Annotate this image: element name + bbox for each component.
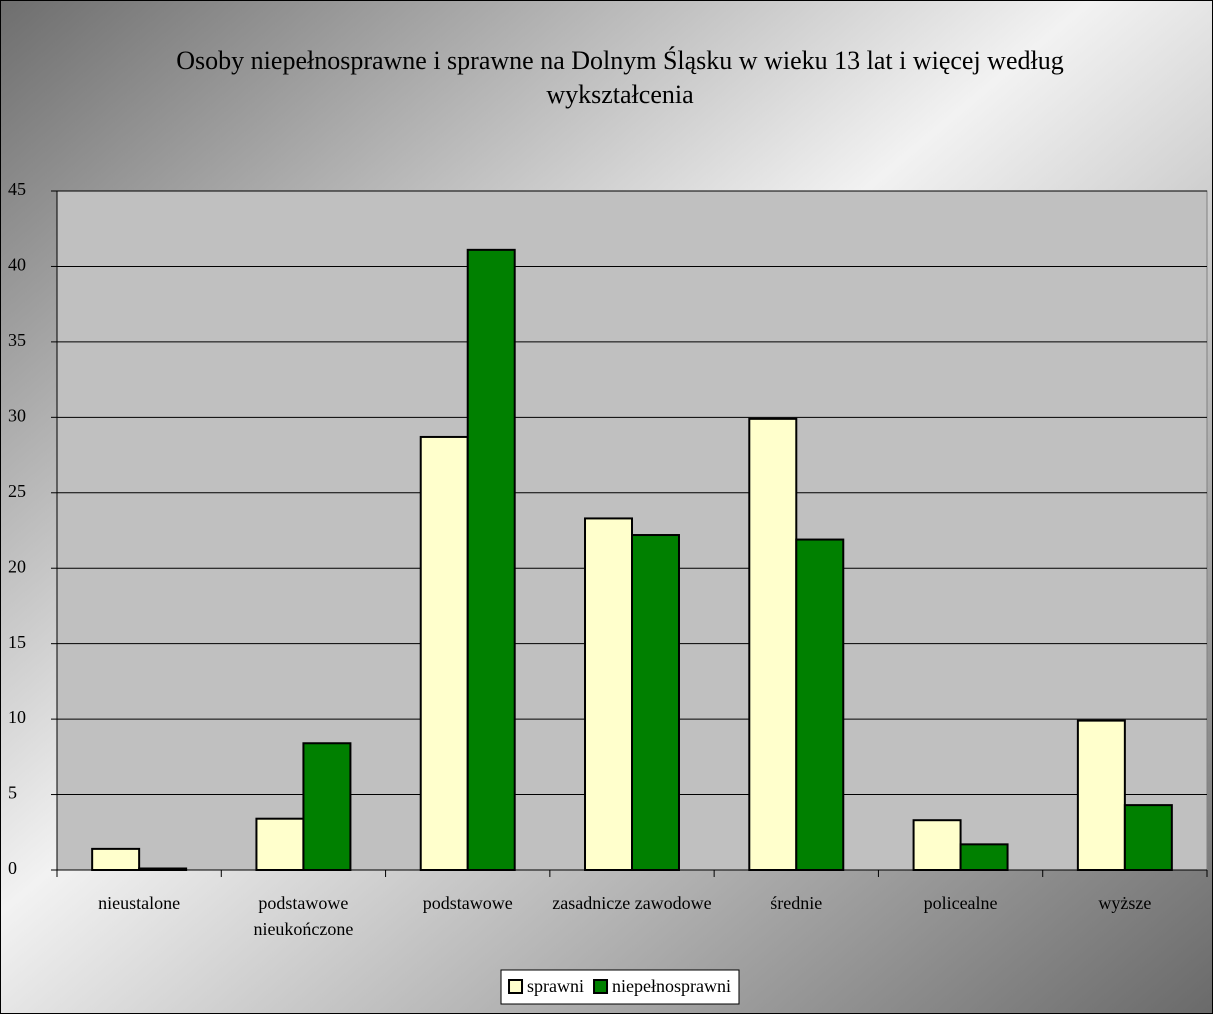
bar: [1076, 719, 1126, 871]
bar: [138, 867, 188, 871]
legend-swatch: [593, 979, 609, 994]
y-tick-label: 30: [8, 405, 26, 425]
x-tick-label: wyższe: [1098, 893, 1152, 913]
bar: [419, 435, 469, 871]
y-tick-label: 20: [8, 556, 26, 576]
bar: [1123, 804, 1173, 872]
y-tick-label: 35: [8, 330, 26, 350]
x-tick-label: zasadnicze zawodowe: [552, 893, 712, 913]
y-tick-label: 40: [8, 255, 26, 275]
y-tick-label: 5: [8, 783, 17, 803]
bar: [959, 843, 1009, 871]
x-tick-label: nieustalone: [98, 893, 181, 913]
bar: [631, 534, 680, 871]
y-tick-label: 45: [8, 179, 26, 199]
bar: [912, 819, 962, 871]
y-tick-label: 25: [8, 481, 26, 501]
legend-swatch: [508, 979, 524, 994]
x-tick-label: podstawowe: [422, 893, 513, 913]
x-tick-label: średnie: [770, 893, 823, 913]
chart-title: Osoby niepełnosprawne i sprawne na Dolny…: [176, 46, 1064, 109]
legend-label: niepełnosprawni: [612, 976, 731, 996]
bar: [302, 742, 352, 872]
y-tick-label: 15: [8, 632, 26, 652]
legend: [500, 969, 740, 1005]
y-tick-label: 0: [8, 858, 17, 878]
bar: [255, 817, 305, 871]
bar: [795, 538, 845, 871]
y-tick-label: 10: [8, 707, 26, 727]
bar: [584, 517, 633, 871]
bar: [91, 847, 141, 871]
x-tick-label: podstawowe nieukończone: [253, 893, 354, 939]
legend-label: sprawni: [527, 976, 584, 996]
bar: [466, 248, 516, 871]
x-tick-label: policealne: [923, 893, 998, 913]
bar: [748, 417, 798, 871]
